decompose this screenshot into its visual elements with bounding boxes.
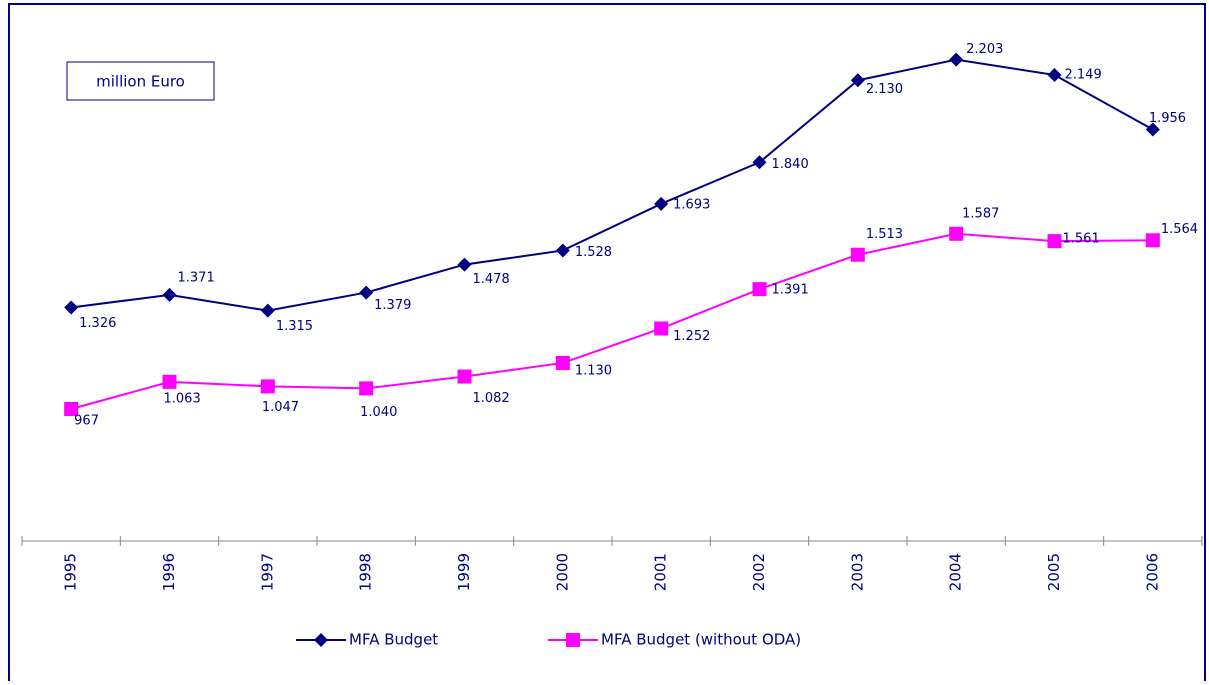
point bbox=[654, 196, 669, 211]
point bbox=[359, 381, 374, 396]
point bbox=[555, 243, 570, 258]
x-tick-label: 1999 bbox=[455, 553, 473, 591]
value-label: 1.478 bbox=[473, 272, 510, 287]
point bbox=[752, 282, 767, 297]
point bbox=[1047, 67, 1062, 82]
point bbox=[457, 257, 472, 272]
point bbox=[162, 287, 177, 302]
value-label: 1.082 bbox=[473, 391, 510, 406]
value-label: 1.371 bbox=[178, 270, 215, 285]
x-tick-label: 1996 bbox=[160, 553, 178, 591]
point bbox=[949, 52, 964, 67]
legend-label: MFA Budget bbox=[349, 631, 438, 649]
point bbox=[260, 303, 275, 318]
value-label: 2.149 bbox=[1065, 67, 1102, 82]
x-tick-label: 2000 bbox=[553, 553, 571, 591]
x-tick-label: 2001 bbox=[652, 553, 670, 591]
value-label: 1.528 bbox=[575, 245, 612, 260]
frame bbox=[8, 3, 1206, 681]
x-tick-label: 1998 bbox=[357, 553, 375, 591]
x-tick-label: 1997 bbox=[258, 553, 276, 591]
value-label: 1.564 bbox=[1161, 222, 1198, 237]
point bbox=[752, 155, 767, 170]
line bbox=[71, 58, 1154, 312]
value-label: 1.561 bbox=[1063, 232, 1100, 247]
point bbox=[64, 402, 79, 417]
value-label: 1.587 bbox=[962, 206, 999, 221]
value-label: 967 bbox=[74, 414, 99, 429]
value-label: 1.513 bbox=[866, 227, 903, 242]
unit-label: million Euro bbox=[96, 73, 185, 91]
value-label: 1.063 bbox=[164, 391, 201, 406]
point bbox=[1145, 122, 1160, 137]
value-label: 1.391 bbox=[772, 283, 809, 298]
point bbox=[359, 285, 374, 300]
point bbox=[260, 379, 275, 394]
value-label: 2.130 bbox=[866, 82, 903, 97]
unit-box bbox=[66, 61, 215, 101]
value-label: 1.130 bbox=[575, 363, 612, 378]
value-label: 1.693 bbox=[673, 197, 710, 212]
value-label: 1.047 bbox=[262, 400, 299, 415]
value-label: 1.315 bbox=[276, 319, 313, 334]
legend-label: MFA Budget (without ODA) bbox=[601, 631, 801, 649]
value-label: 1.326 bbox=[79, 316, 116, 331]
x-tick-label: 2005 bbox=[1045, 553, 1063, 591]
x-tick-label: 1995 bbox=[62, 553, 80, 591]
x-tick-label: 2004 bbox=[947, 553, 965, 591]
value-label: 1.956 bbox=[1149, 111, 1186, 126]
value-label: 1.252 bbox=[673, 329, 710, 344]
legend-marker bbox=[314, 633, 328, 647]
line bbox=[70, 232, 1153, 410]
value-label: 1.040 bbox=[360, 405, 397, 420]
x-tick-label: 2002 bbox=[750, 553, 768, 591]
point bbox=[850, 247, 865, 262]
point bbox=[1145, 233, 1160, 248]
point bbox=[949, 226, 964, 241]
point bbox=[64, 300, 79, 315]
point bbox=[1047, 234, 1062, 249]
point bbox=[457, 369, 472, 384]
x-tick-label: 2006 bbox=[1143, 553, 1161, 591]
x-tick-label: 2003 bbox=[848, 553, 866, 591]
legend-marker bbox=[566, 633, 580, 647]
value-label: 2.203 bbox=[966, 42, 1003, 57]
point bbox=[555, 355, 570, 370]
value-label: 1.840 bbox=[772, 157, 809, 172]
point bbox=[850, 73, 865, 88]
point bbox=[654, 321, 669, 336]
point bbox=[162, 374, 177, 389]
value-label: 1.379 bbox=[374, 298, 411, 313]
